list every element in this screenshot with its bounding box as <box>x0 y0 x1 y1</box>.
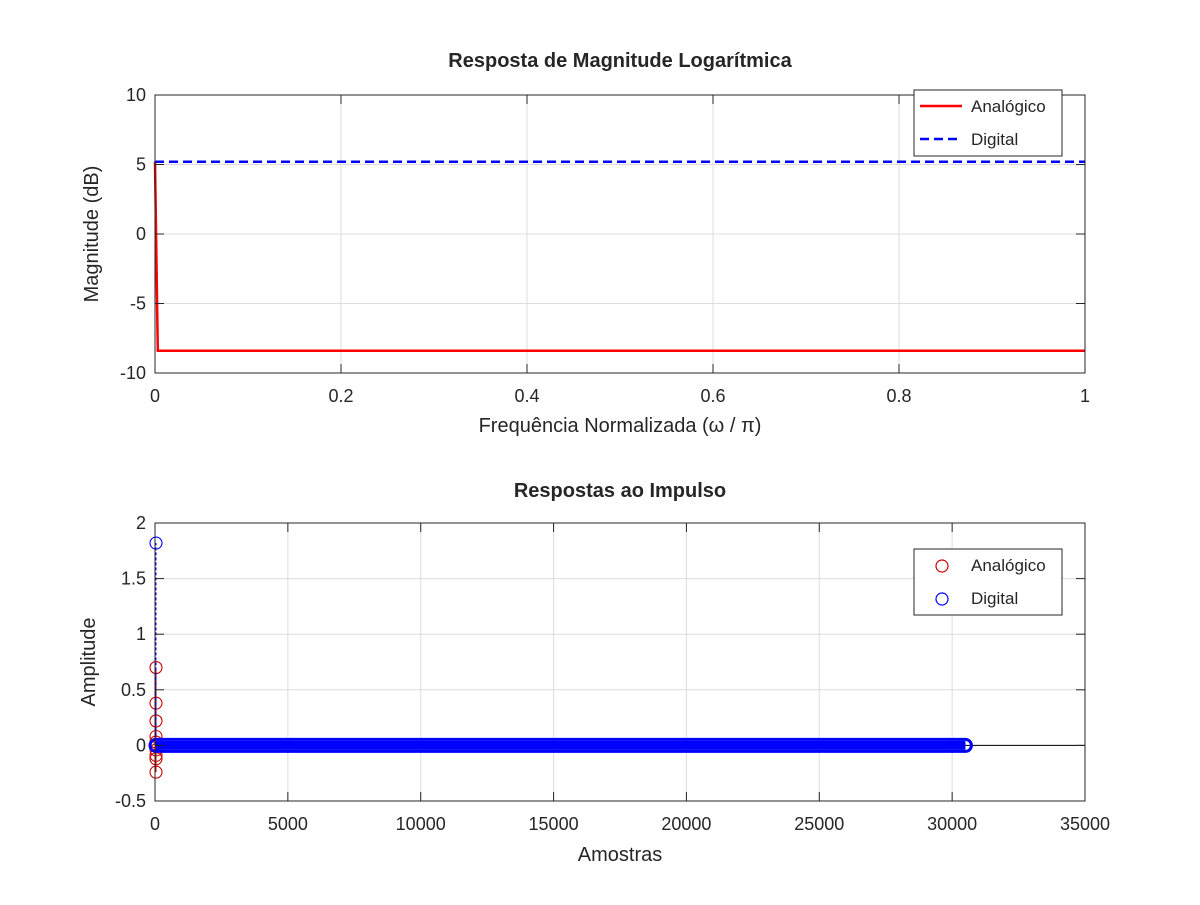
impulse-ylabel: Amplitude <box>78 618 100 707</box>
digital-point <box>149 536 163 550</box>
x-tick-label: 10000 <box>396 814 446 834</box>
x-tick-label: 35000 <box>1060 814 1110 834</box>
y-tick-label: 5 <box>136 155 146 175</box>
y-tick-label: 0.5 <box>121 680 146 700</box>
legend-analog-label-2: Analógico <box>971 556 1046 575</box>
impulse-legend: Analógico Digital <box>913 548 1063 616</box>
y-tick-label: 1 <box>136 624 146 644</box>
x-tick-label: 25000 <box>794 814 844 834</box>
impulse-series <box>148 536 1085 779</box>
x-tick-label: 30000 <box>927 814 977 834</box>
analog-point <box>149 765 163 779</box>
impulse-xlabel: Amostras <box>578 844 662 866</box>
x-tick-label: 0.4 <box>514 386 539 406</box>
impulse-chart: 0 5000 10000 15000 20000 25000 30000 35000-0.50… <box>78 480 1110 866</box>
x-tick-label: 0 <box>150 386 160 406</box>
digital-dense-band <box>148 737 973 753</box>
x-tick-label: 5000 <box>268 814 308 834</box>
impulse-title: Respostas ao Impulso <box>514 480 726 502</box>
impulse-axes-box <box>154 522 1086 802</box>
y-tick-label: 10 <box>126 85 146 105</box>
magnitude-xlabel: Frequência Normalizada (ω / π) <box>479 415 762 437</box>
y-tick-label: 2 <box>136 513 146 533</box>
y-tick-label: -0.5 <box>115 791 146 811</box>
legend-digital-label-2: Digital <box>971 589 1018 608</box>
x-tick-label: 15000 <box>529 814 579 834</box>
x-tick-label: 1 <box>1080 386 1090 406</box>
x-tick-label: 20000 <box>661 814 711 834</box>
y-tick-label: -10 <box>120 363 146 383</box>
magnitude-series <box>153 160 1085 353</box>
x-tick-label: 0.8 <box>886 386 911 406</box>
y-tick-label: 0 <box>136 224 146 244</box>
legend-digital-label: Digital <box>971 130 1018 149</box>
x-tick-label: 0.2 <box>328 386 353 406</box>
y-tick-label: 1.5 <box>121 569 146 589</box>
magnitude-legend: Analógico Digital <box>913 89 1063 157</box>
impulse-ticks: 0 5000 10000 15000 20000 25000 30000 35000-0.50… <box>115 513 1110 834</box>
magnitude-title: Resposta de Magnitude Logarítmica <box>448 50 792 72</box>
magnitude-ticks: 0 0.2 0.4 0.6 0.8 1 -10 -5 0 5 10 <box>120 85 1090 406</box>
magnitude-chart: 0 0.2 0.4 0.6 0.8 1 -10 -5 0 5 10 Resposta de Magn… <box>81 50 1090 437</box>
legend-analog-label: Analógico <box>971 97 1046 116</box>
magnitude-ylabel: Magnitude (dB) <box>81 166 103 303</box>
legend-analog-marker <box>935 559 949 573</box>
magnitude-legend-box <box>913 89 1063 157</box>
legend-digital-marker <box>935 592 949 606</box>
y-tick-label: 0 <box>136 735 146 755</box>
x-tick-label: 0 <box>150 814 160 834</box>
series-line-0 <box>153 161 1085 353</box>
y-tick-label: -5 <box>130 294 146 314</box>
x-tick-label: 0.6 <box>700 386 725 406</box>
